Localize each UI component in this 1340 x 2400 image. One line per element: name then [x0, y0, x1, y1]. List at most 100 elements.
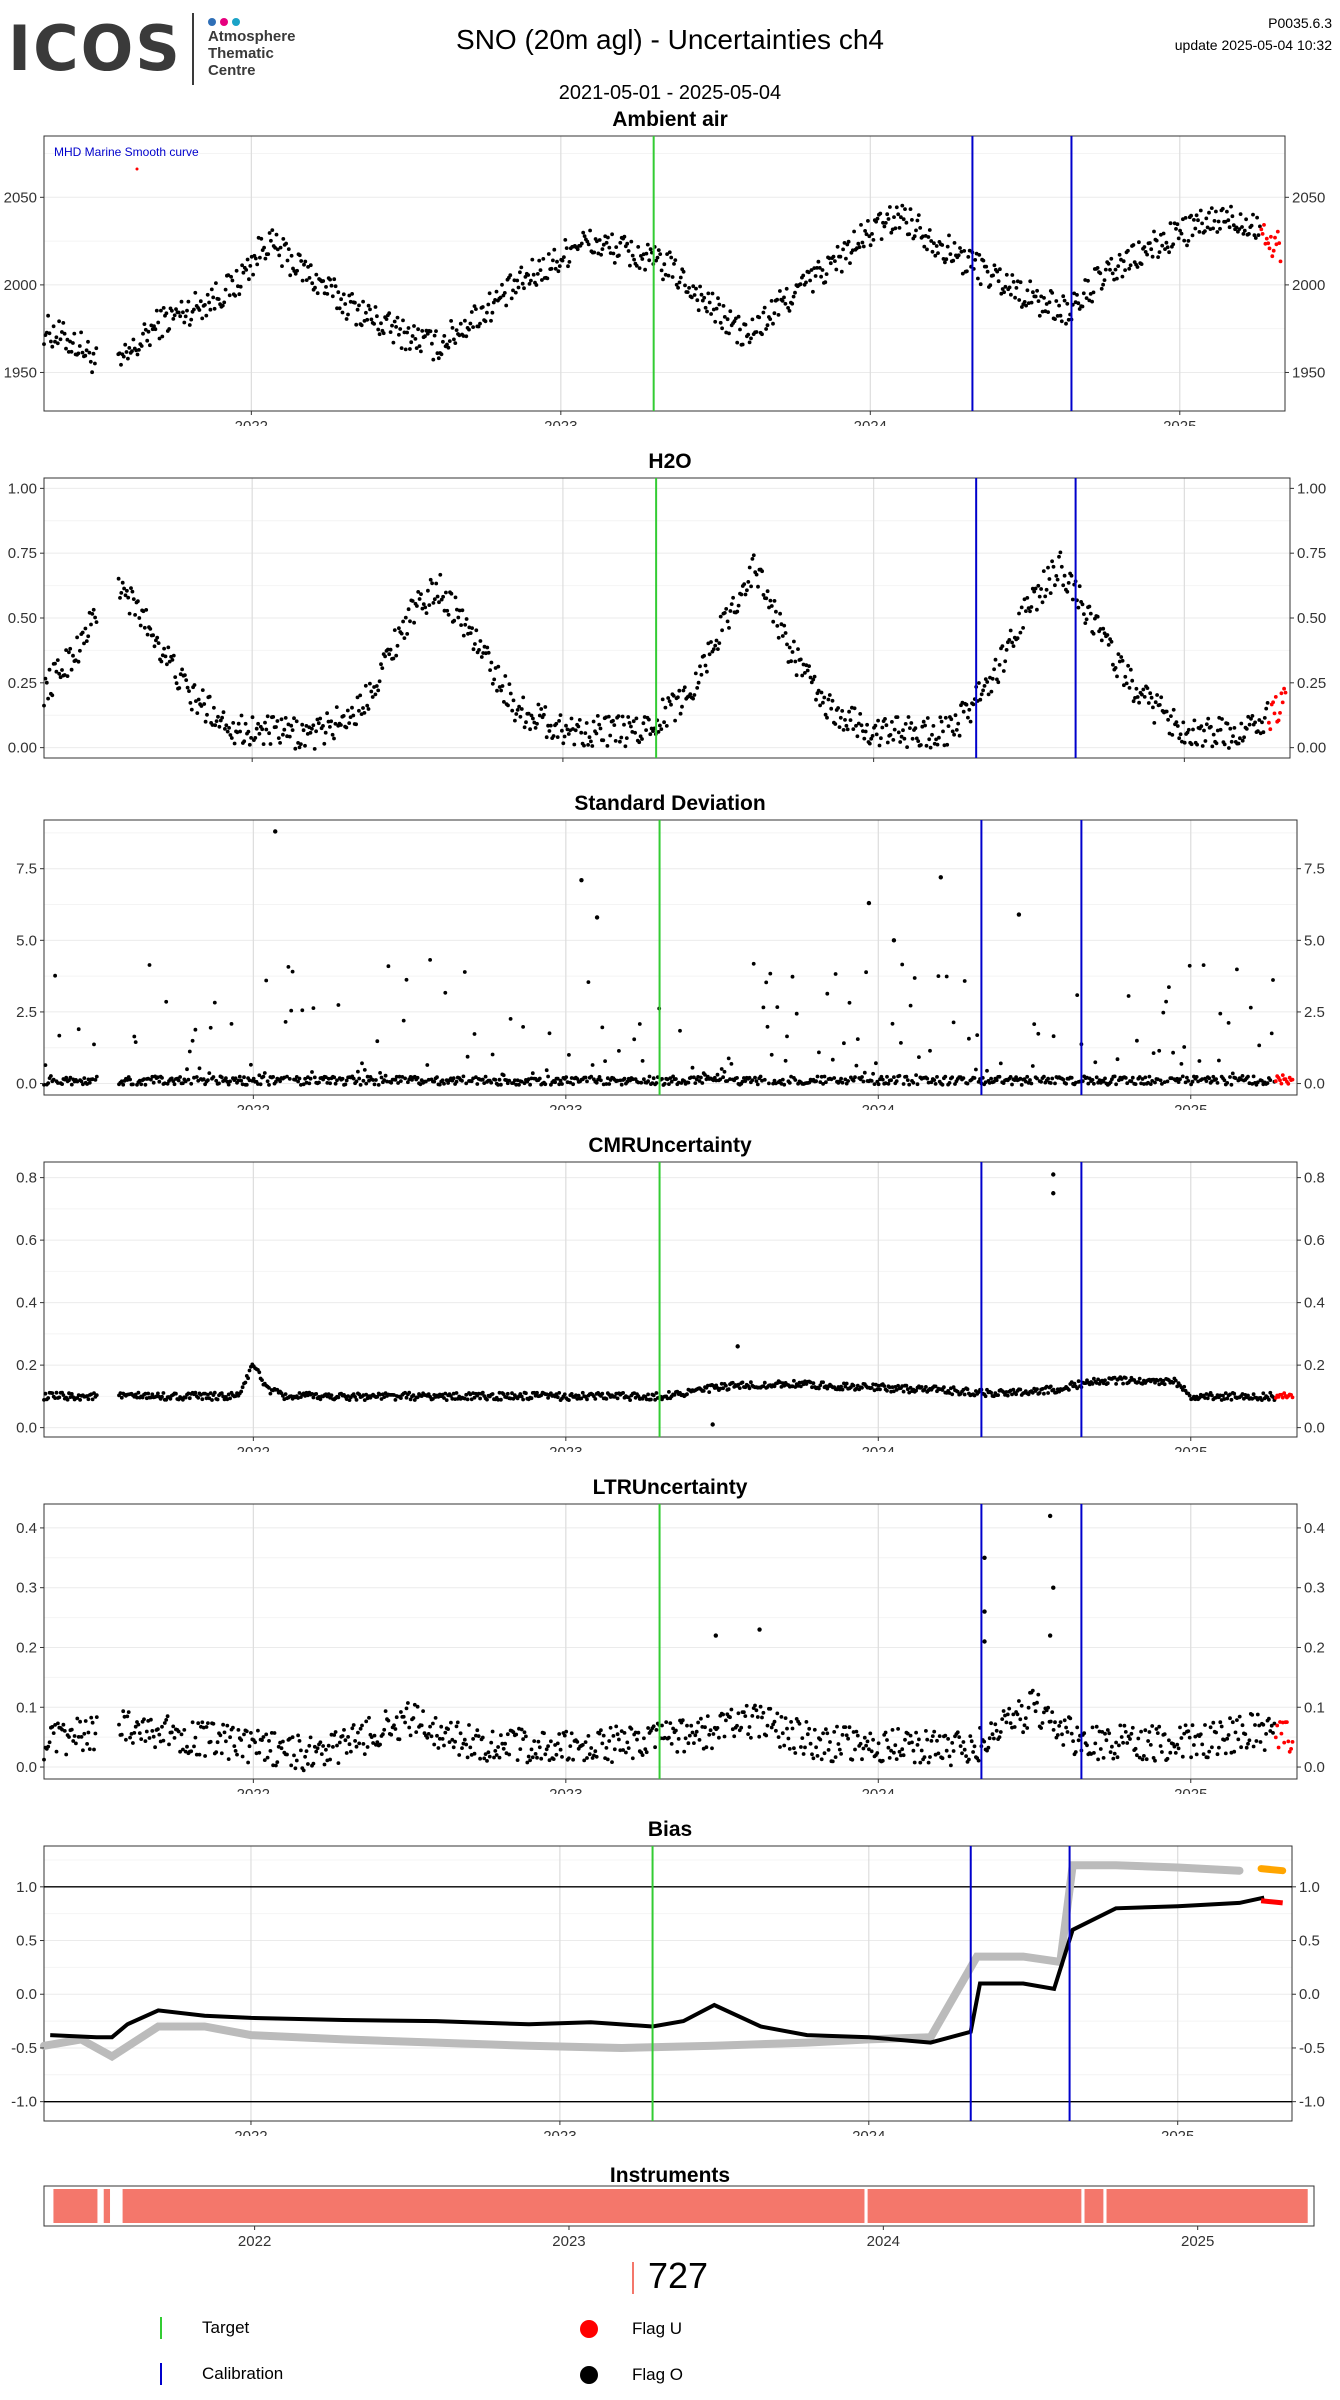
data-point [1164, 709, 1169, 714]
data-point [1239, 721, 1244, 726]
data-point [409, 340, 414, 345]
data-point [54, 669, 59, 674]
data-point [625, 241, 630, 246]
data-point [710, 1746, 714, 1751]
data-point [824, 1080, 828, 1085]
data-point [749, 584, 753, 589]
data-point [1096, 1377, 1100, 1382]
y-tick-label: 2000 [1292, 277, 1325, 294]
data-point [846, 1736, 850, 1741]
data-point [233, 293, 238, 298]
data-point [182, 1728, 187, 1732]
data-point [214, 719, 219, 723]
data-point [626, 715, 631, 719]
data-point [772, 599, 777, 603]
data-point [776, 313, 781, 317]
data-point [1029, 1081, 1034, 1086]
data-point [240, 1082, 245, 1087]
data-point [1195, 742, 1199, 747]
data-point [332, 1075, 337, 1080]
data-point [390, 323, 394, 328]
data-point [727, 626, 731, 630]
data-point [190, 1038, 195, 1043]
data-point [758, 1074, 763, 1079]
data-point [1001, 1709, 1006, 1713]
data-point [774, 609, 778, 614]
data-point [798, 282, 803, 287]
data-point [960, 1751, 964, 1756]
data-point [261, 1735, 266, 1739]
data-point [490, 681, 495, 686]
data-point [257, 1370, 262, 1375]
data-point [730, 1727, 735, 1732]
data-point [90, 1720, 95, 1725]
data-point [193, 290, 198, 295]
data-point [392, 628, 397, 632]
data-point [899, 215, 903, 220]
data-point [790, 650, 795, 654]
data-point [84, 639, 89, 643]
data-point [861, 1746, 866, 1751]
data-point [93, 1078, 98, 1082]
data-point [585, 1079, 589, 1084]
data-point [932, 1729, 937, 1734]
grey-series-line [40, 1861, 1244, 2062]
data-point [1218, 727, 1223, 732]
data-point [706, 291, 711, 296]
data-point [351, 1076, 356, 1081]
data-point [406, 1080, 410, 1085]
data-point [283, 1020, 288, 1024]
data-point [1262, 716, 1267, 720]
data-point [743, 322, 748, 327]
data-point [268, 742, 273, 746]
plot-frame [43, 1503, 1298, 1780]
data-point [1229, 204, 1233, 209]
data-point [1044, 587, 1049, 592]
data-point [739, 1725, 744, 1730]
data-point [1046, 310, 1050, 314]
data-point [886, 1081, 891, 1086]
data-point [161, 1738, 166, 1743]
data-point [878, 1387, 882, 1392]
data-point [297, 1739, 302, 1743]
data-point [1251, 1392, 1256, 1397]
data-point [303, 1754, 307, 1759]
ltr-chart: 0.00.00.10.10.20.20.30.30.40.42022202320… [16, 1503, 1325, 1803]
data-point [436, 356, 441, 361]
data-point [787, 309, 792, 313]
data-point [765, 1024, 770, 1029]
data-point [1073, 1750, 1078, 1754]
data-point [1135, 265, 1140, 269]
data-point [985, 1068, 989, 1073]
data-point [196, 697, 201, 702]
y-tick-label: 0.0 [1304, 1076, 1325, 1093]
data-point [846, 1079, 850, 1083]
data-point [244, 268, 249, 272]
data-point [1256, 729, 1260, 734]
data-point [497, 1755, 502, 1760]
data-point [826, 697, 831, 702]
data-point [268, 1391, 273, 1396]
data-point [519, 1727, 524, 1732]
data-point [53, 1723, 57, 1727]
data-point [423, 605, 428, 610]
data-point [1071, 1739, 1075, 1743]
data-point [897, 226, 902, 230]
data-point [805, 668, 810, 673]
data-point [957, 733, 962, 738]
data-point [930, 249, 935, 254]
data-point [735, 340, 740, 345]
data-point [699, 672, 704, 677]
data-point [632, 1037, 637, 1042]
data-point [121, 1082, 126, 1087]
data-point [965, 1387, 970, 1392]
data-point [939, 719, 944, 724]
data-point [307, 1081, 312, 1086]
data-point [839, 269, 844, 274]
data-point [794, 673, 799, 678]
data-point [662, 262, 667, 267]
data-point [226, 273, 231, 277]
data-point [1237, 227, 1242, 231]
data-point [965, 1081, 970, 1086]
data-point [83, 626, 88, 631]
